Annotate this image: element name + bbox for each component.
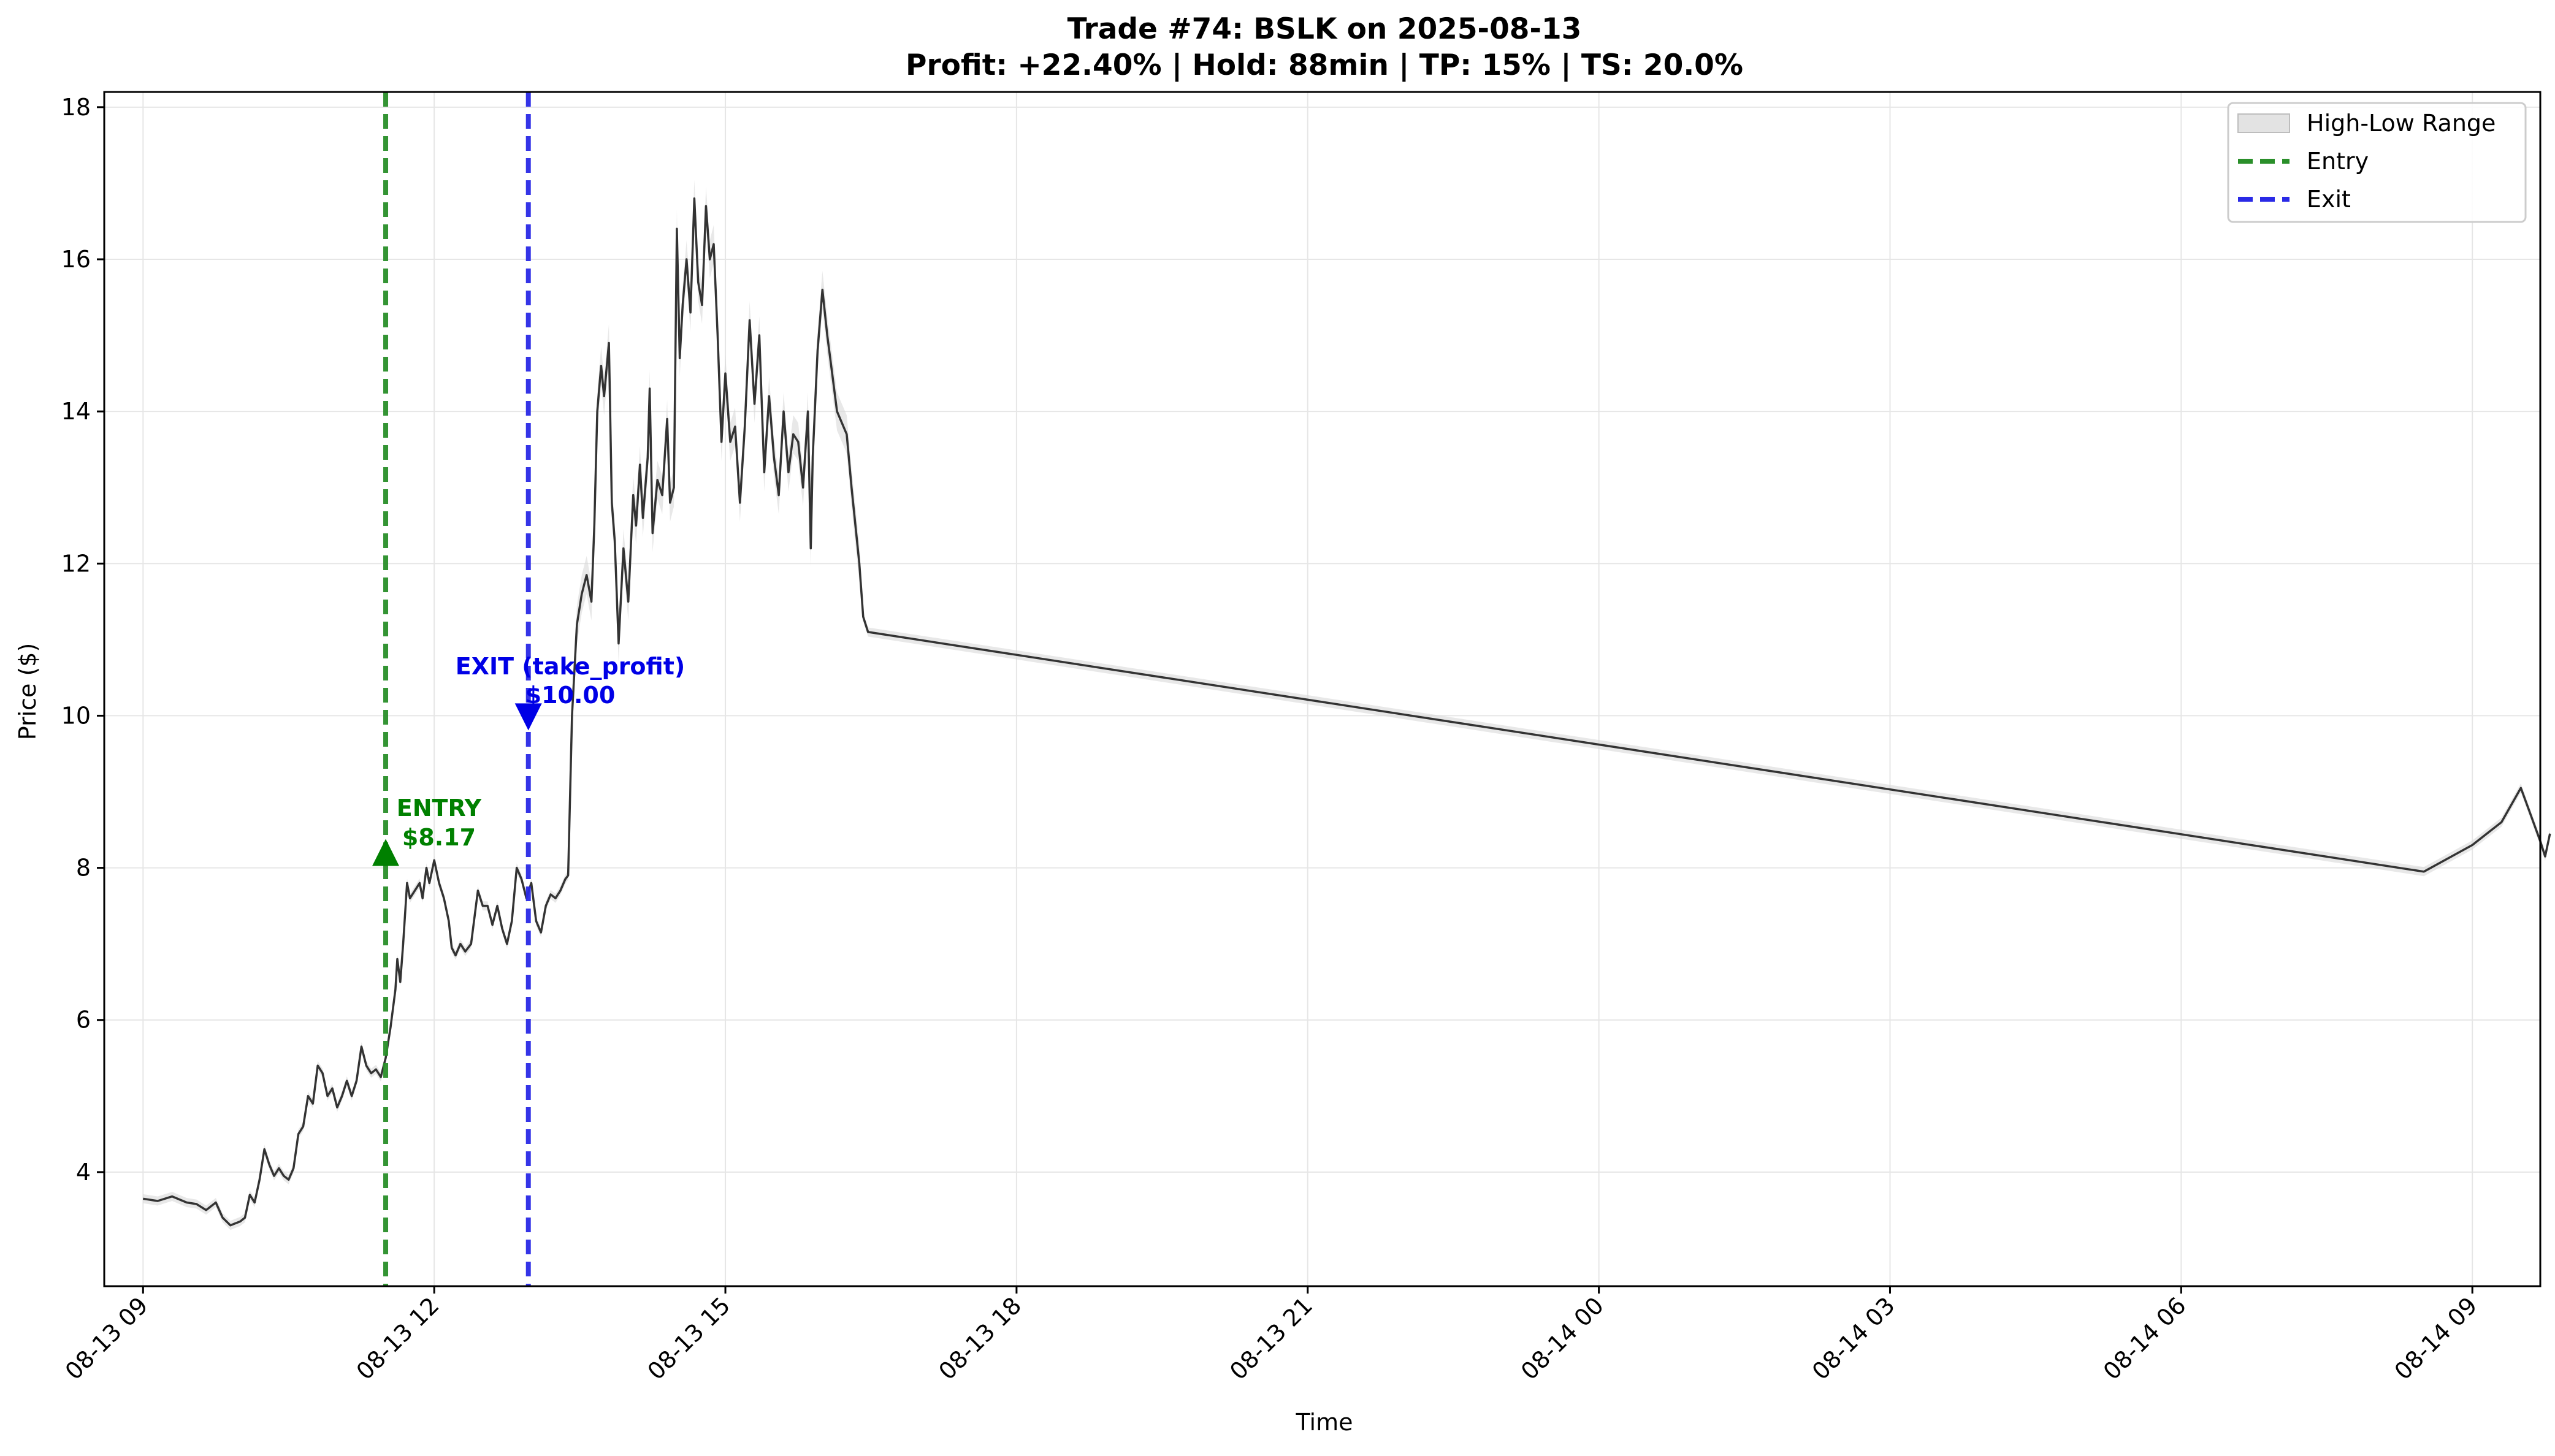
entry-marker [372, 839, 400, 866]
chart-subtitle: Profit: +22.40% | Hold: 88min | TP: 15% … [906, 48, 1743, 82]
legend-frame [2227, 102, 2527, 223]
entry-annotation-label: ENTRY [397, 795, 482, 821]
grid-layer [104, 92, 2540, 1286]
price-line [143, 197, 2551, 1227]
legend-label-band: High-Low Range [2307, 110, 2496, 137]
exit-annotation-price: $10.00 [525, 682, 616, 709]
y-axis-label: Price ($) [14, 643, 41, 741]
legend-label-exit: Exit [2307, 186, 2351, 213]
exit-marker [514, 703, 542, 731]
y-tick-label: 14 [61, 398, 91, 425]
legend: High-Low Range Entry Exit [2227, 102, 2527, 223]
exit-annotation-label: EXIT (take_profit) [456, 653, 686, 680]
legend-label-entry: Entry [2307, 148, 2369, 175]
y-tick-label: 8 [76, 855, 91, 882]
y-tick-label: 6 [76, 1007, 91, 1034]
legend-swatch-band [2237, 113, 2290, 133]
y-tick-label: 12 [61, 550, 91, 577]
y-tick-label: 10 [61, 702, 91, 729]
plot-frame [103, 91, 2542, 1287]
entry-annotation-price: $8.17 [402, 824, 476, 851]
x-axis-label: Time [1296, 1409, 1353, 1436]
chart-title: Trade #74: BSLK on 2025-08-13 [1067, 12, 1582, 46]
y-tick-label: 18 [61, 94, 91, 121]
y-tick-label: 4 [76, 1159, 91, 1186]
series-layer [143, 197, 2551, 1227]
marker-layer [372, 92, 542, 1286]
y-tick-label: 16 [61, 246, 91, 273]
